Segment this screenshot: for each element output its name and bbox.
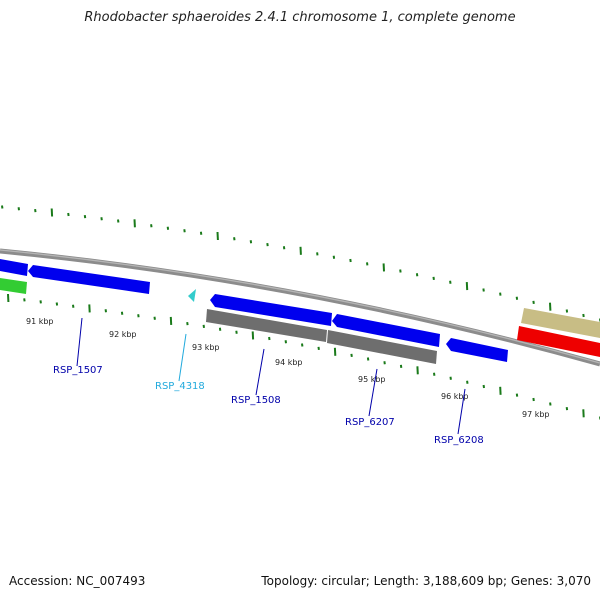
leader-line-rsp-4318	[178, 333, 187, 382]
locus-label-rsp-1507[interactable]: RSP_1507	[53, 365, 103, 376]
leader-line-rsp-6208	[457, 388, 466, 435]
tan-feature[interactable]	[521, 308, 600, 338]
kbp-label: 92 kbp	[109, 330, 137, 339]
leader-line-rsp-1508	[255, 348, 265, 396]
gray-gene-block-1[interactable]	[206, 309, 327, 342]
kbp-label: 96 kbp	[441, 392, 469, 401]
map-title: Rhodobacter sphaeroides 2.4.1 chromosome…	[84, 10, 516, 25]
gene-arrow-rsp-1507[interactable]	[28, 265, 150, 294]
gene-arrow-rsp-6207[interactable]	[332, 314, 440, 347]
genome-backbone	[0, 248, 600, 367]
kbp-label: 95 kbp	[358, 375, 386, 384]
locus-label-rsp-6208[interactable]: RSP_6208	[434, 435, 484, 446]
kbp-label: 91 kbp	[26, 317, 54, 326]
kbp-label: 97 kbp	[522, 410, 550, 419]
locus-label-rsp-1508[interactable]: RSP_1508	[231, 395, 281, 406]
inner-tick-ring	[7, 293, 600, 420]
gene-arrow-left-edge[interactable]	[0, 259, 28, 276]
red-feature[interactable]	[517, 326, 600, 357]
gene-arrow-rsp-1508[interactable]	[210, 294, 332, 326]
kbp-label: 93 kbp	[192, 343, 220, 352]
topology-summary: Topology: circular; Length: 3,188,609 bp…	[261, 574, 591, 588]
green-feature[interactable]	[0, 278, 27, 294]
accession-label: Accession: NC_007493	[9, 574, 146, 588]
rna-arrow-rsp-4318[interactable]	[188, 289, 196, 302]
outer-tick-ring	[1, 205, 600, 322]
locus-label-rsp-6207[interactable]: RSP_6207	[345, 417, 395, 428]
leader-line-rsp-1507	[76, 317, 83, 367]
gray-gene-block-2[interactable]	[327, 330, 437, 364]
kbp-label: 94 kbp	[275, 358, 303, 367]
gene-arrow-rsp-6208[interactable]	[446, 338, 508, 362]
locus-label-rsp-4318[interactable]: RSP_4318	[155, 381, 205, 392]
leader-line-rsp-6207	[368, 368, 378, 417]
